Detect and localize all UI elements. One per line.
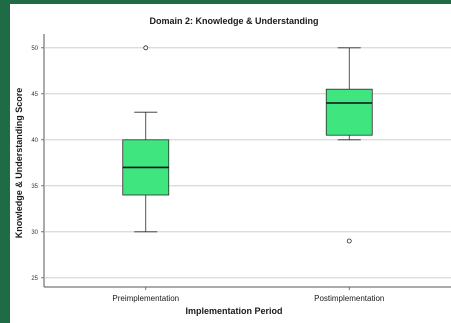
y-tick-label: 45 [31, 92, 38, 98]
y-tick-label: 40 [31, 138, 38, 144]
boxplot-chart: Domain 2: Knowledge & Understanding Know… [14, 16, 451, 316]
outlier-point [346, 238, 352, 244]
y-axis-label: Knowledge & Understanding Score [14, 88, 24, 239]
y-tick-label: 35 [31, 184, 38, 190]
y-tick-label: 25 [31, 276, 38, 282]
x-tick-label: Preimplementation [112, 294, 179, 303]
chart-panel: Domain 2: Knowledge & Understanding Know… [10, 4, 451, 323]
x-axis-label: Implementation Period [185, 306, 282, 316]
y-tick-label: 50 [31, 46, 38, 52]
iqr-box [325, 88, 373, 136]
x-tick-label: Postimplementation [314, 294, 384, 303]
plot-area: 25 30 35 40 45 50 Preimplementation Postimpleme… [31, 34, 451, 303]
chart-title: Domain 2: Knowledge & Understanding [149, 16, 318, 26]
outlier-point [143, 45, 149, 51]
y-tick-label: 30 [31, 230, 38, 236]
